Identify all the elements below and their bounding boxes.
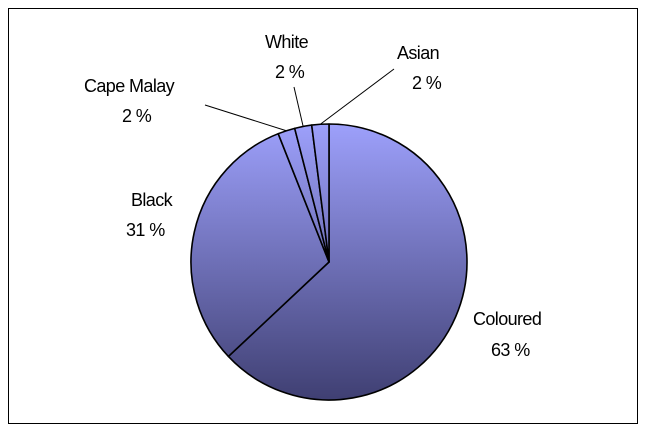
leader-line-white bbox=[293, 86, 304, 127]
slice-label-black-value: 31 % bbox=[126, 220, 165, 240]
leader-line-cape-malay bbox=[204, 104, 287, 132]
pie-chart: Coloured 63 % Black 31 % Cape Malay 2 % … bbox=[84, 32, 542, 401]
pie-slice-black bbox=[190, 132, 330, 358]
slice-label-white-name: White bbox=[265, 32, 309, 52]
slice-label-asian-value: 2 % bbox=[412, 73, 442, 93]
leader-line-asian bbox=[320, 68, 395, 125]
slice-label-cape-malay-name: Cape Malay bbox=[84, 76, 175, 96]
slice-label-asian-name: Asian bbox=[397, 43, 439, 63]
slice-label-white-value: 2 % bbox=[275, 62, 305, 82]
slice-label-cape-malay-value: 2 % bbox=[122, 106, 152, 126]
pie-slice-coloured bbox=[227, 123, 468, 401]
slice-label-coloured-name: Coloured bbox=[473, 309, 541, 329]
chart-frame: Coloured 63 % Black 31 % Cape Malay 2 % … bbox=[8, 8, 638, 424]
slice-label-black-name: Black bbox=[131, 190, 174, 210]
slice-label-coloured-value: 63 % bbox=[491, 340, 530, 360]
